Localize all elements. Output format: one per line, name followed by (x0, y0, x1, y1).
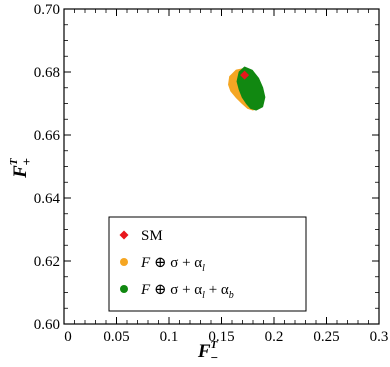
x-tick-label: 0.05 (103, 329, 129, 345)
legend-marker (120, 285, 128, 293)
legend-marker (120, 258, 128, 266)
x-axis-title: FT − (197, 339, 219, 365)
y-tick-label: 0.64 (34, 191, 61, 207)
x-tick-label: 0.25 (313, 329, 339, 345)
y-tick-label: 0.66 (34, 128, 61, 144)
legend-label: F ⊕ σ + αl (140, 255, 205, 274)
plot-frame (63, 8, 380, 325)
legend-label: F ⊕ σ + αl + αb (140, 282, 234, 301)
x-tick-label: 0.1 (160, 329, 179, 345)
y-axis-title: FT+ (8, 157, 34, 179)
x-tick-label: 0 (64, 329, 72, 345)
legend-marker (119, 230, 129, 240)
legend-label: SM (141, 228, 163, 244)
x-tick-label: 0.3 (370, 329, 389, 345)
x-tick-label: 0.15 (208, 329, 234, 345)
axis-ticks: 0 0.05 0.1 0.15 0.2 0.25 0.3 0.60 0.62 0.64 0.66 0.… (34, 2, 389, 345)
legend: SM F ⊕ σ + αl F ⊕ σ + αl + αb (108, 216, 307, 312)
y-tick-label: 0.70 (34, 2, 60, 18)
y-tick-label: 0.68 (34, 65, 60, 81)
y-tick-label: 0.62 (34, 254, 60, 270)
data-points (228, 66, 266, 111)
legend-box (108, 216, 307, 312)
y-tick-label: 0.60 (34, 317, 60, 333)
sm-point (240, 70, 250, 80)
x-tick-label: 0.2 (265, 329, 284, 345)
